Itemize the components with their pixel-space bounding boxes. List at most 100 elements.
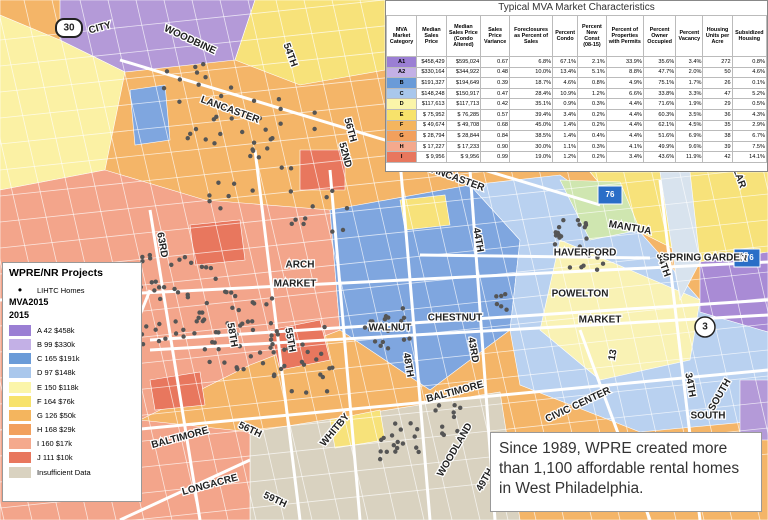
column-header: Percent Vacancy xyxy=(675,15,704,57)
table-cell: 1.4% xyxy=(552,119,579,132)
lihtc-home xyxy=(263,127,268,132)
lihtc-home xyxy=(401,337,407,342)
table-cell: 14.1% xyxy=(731,151,768,163)
table-title: Typical MVA Market Characteristics xyxy=(498,2,655,13)
column-header: Percent Owner Occupied xyxy=(642,15,677,57)
major-street xyxy=(328,169,362,520)
lihtc-home xyxy=(207,193,212,198)
lihtc-home xyxy=(504,307,509,312)
lihtc-home xyxy=(216,180,221,185)
table-cell: $ 75,952 xyxy=(416,108,447,121)
lihtc-home xyxy=(196,82,201,87)
category-cell: A2 xyxy=(385,66,418,79)
lihtc-home xyxy=(257,350,263,355)
lihtc-home xyxy=(503,291,508,297)
street-label: 3 xyxy=(702,322,708,333)
lihtc-home xyxy=(147,252,153,258)
lihtc-home xyxy=(303,216,308,221)
table-cell: 1.1% xyxy=(552,140,579,153)
lihtc-home xyxy=(600,261,606,266)
table-cell: 18.7% xyxy=(509,77,554,89)
legend-item: H 168 $29k xyxy=(9,423,135,437)
lihtc-home xyxy=(144,324,149,329)
table-row: H $ 17,227 $ 17,233 0.90 30.0% 1.1% 0.3% 4.1% 49… xyxy=(385,140,768,153)
lihtc-home xyxy=(248,153,253,159)
lihtc-home xyxy=(222,106,228,112)
street-label: POWELTON xyxy=(552,289,609,300)
column-header: Percent New Const (08-15) xyxy=(577,15,607,57)
table-cell: $117,713 xyxy=(445,98,482,110)
lihtc-home xyxy=(393,324,398,329)
route-shield xyxy=(694,316,716,338)
lihtc-home xyxy=(265,146,270,151)
table-cell: $ 9,956 xyxy=(445,151,482,163)
table-cell: 272 xyxy=(702,56,733,68)
legend-swatch xyxy=(9,438,31,450)
lihtc-home xyxy=(193,126,199,132)
lihtc-home xyxy=(149,280,154,285)
lihtc-home xyxy=(314,357,319,362)
map-area xyxy=(189,219,246,266)
lihtc-home xyxy=(395,439,400,445)
lihtc-home xyxy=(389,433,395,438)
table-cell: 0.90 xyxy=(480,140,511,153)
lihtc-home xyxy=(152,288,157,293)
lihtc-home xyxy=(251,301,257,306)
table-cell: 4.3% xyxy=(731,108,768,121)
major-street xyxy=(398,159,432,520)
route-shield xyxy=(597,185,623,205)
lihtc-home xyxy=(330,188,335,194)
minor-street xyxy=(0,0,388,41)
table-cell: 67.1% xyxy=(552,56,579,68)
table-cell: 13.4% xyxy=(552,66,579,79)
legend-label: G 126 $50k xyxy=(37,410,76,420)
lihtc-home xyxy=(436,403,442,408)
table-cell: $117,613 xyxy=(416,98,447,110)
lihtc-home xyxy=(451,414,457,420)
lihtc-home xyxy=(237,344,243,349)
lihtc-home xyxy=(177,77,183,82)
lihtc-home xyxy=(272,372,277,377)
legend-swatch xyxy=(9,466,31,478)
lihtc-home xyxy=(268,321,274,326)
lihtc-home xyxy=(230,305,235,311)
lihtc-home xyxy=(157,296,163,302)
lihtc-home xyxy=(451,410,456,415)
legend-label: E 150 $118k xyxy=(37,382,79,392)
lihtc-home xyxy=(237,323,243,328)
lihtc-home xyxy=(278,106,283,112)
table-cell: 28.4% xyxy=(509,87,554,100)
column-header: Median Sales Price xyxy=(416,15,447,57)
lihtc-home xyxy=(556,224,562,230)
category-cell: D xyxy=(385,98,418,110)
legend-item: Insufficient Data xyxy=(9,465,135,479)
major-street xyxy=(149,313,768,352)
legend-item: A 42 $458k xyxy=(9,323,135,337)
map-area xyxy=(329,409,386,449)
legend-label: D 97 $148k xyxy=(37,368,76,378)
table-row: G $ 28,794 $ 28,844 0.84 38.5% 1.4% 0.4% 4.4% 51… xyxy=(385,130,768,142)
lihtc-home xyxy=(278,366,284,372)
caption: Since 1989, WPRE created more than 1,100… xyxy=(490,432,762,512)
header-row: MVA Market Category Median Sales Price Med… xyxy=(385,15,768,57)
lihtc-home xyxy=(250,147,255,152)
lihtc-home xyxy=(276,96,282,102)
legend-label: C 165 $191k xyxy=(37,354,80,364)
lihtc-home xyxy=(288,189,294,194)
map-area xyxy=(149,371,206,411)
table-cell: 33.9% xyxy=(605,56,644,68)
lihtc-home xyxy=(416,449,421,455)
lihtc-home xyxy=(204,300,210,306)
lihtc-home xyxy=(185,135,190,141)
lihtc-home xyxy=(494,294,499,299)
legend-label: J 111 $10k xyxy=(37,453,73,463)
lihtc-home xyxy=(401,315,407,320)
lihtc-home xyxy=(229,290,234,295)
lihtc-home xyxy=(286,346,291,351)
lihtc-home xyxy=(312,110,317,115)
major-street xyxy=(419,253,651,260)
lihtc-home xyxy=(398,427,403,432)
legend-label: I 160 $17k xyxy=(37,439,73,449)
lihtc-home xyxy=(378,343,383,349)
